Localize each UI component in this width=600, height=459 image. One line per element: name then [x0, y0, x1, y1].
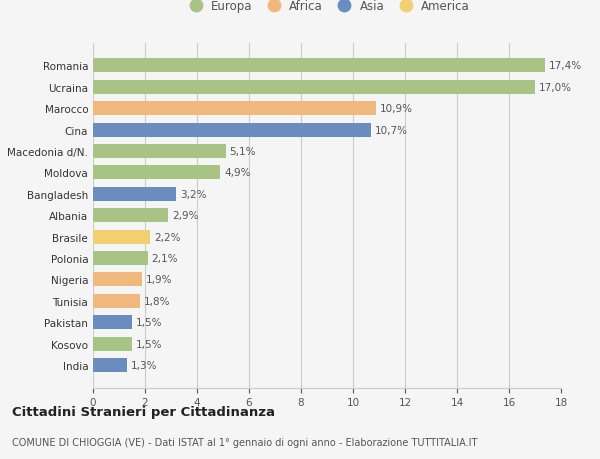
- Bar: [93, 358, 127, 372]
- Text: 2,2%: 2,2%: [154, 232, 181, 242]
- Bar: [93, 337, 132, 351]
- Text: 10,7%: 10,7%: [375, 125, 408, 135]
- Text: 10,9%: 10,9%: [380, 104, 413, 114]
- Text: 17,0%: 17,0%: [539, 83, 572, 93]
- Text: 2,9%: 2,9%: [172, 211, 199, 221]
- Text: 2,1%: 2,1%: [151, 253, 178, 263]
- Bar: [93, 209, 169, 223]
- Text: 1,3%: 1,3%: [131, 360, 157, 370]
- Text: 1,5%: 1,5%: [136, 339, 163, 349]
- Bar: [93, 81, 535, 95]
- Bar: [93, 294, 140, 308]
- Text: 5,1%: 5,1%: [229, 147, 256, 157]
- Bar: [93, 123, 371, 137]
- Bar: [93, 252, 148, 265]
- Text: Cittadini Stranieri per Cittadinanza: Cittadini Stranieri per Cittadinanza: [12, 405, 275, 419]
- Bar: [93, 230, 150, 244]
- Text: COMUNE DI CHIOGGIA (VE) - Dati ISTAT al 1° gennaio di ogni anno - Elaborazione T: COMUNE DI CHIOGGIA (VE) - Dati ISTAT al …: [12, 437, 478, 447]
- Text: 17,4%: 17,4%: [550, 61, 583, 71]
- Text: 4,9%: 4,9%: [224, 168, 251, 178]
- Bar: [93, 102, 376, 116]
- Bar: [93, 145, 226, 159]
- Bar: [93, 316, 132, 330]
- Text: 1,8%: 1,8%: [144, 296, 170, 306]
- Bar: [93, 273, 142, 287]
- Bar: [93, 166, 220, 180]
- Text: 3,2%: 3,2%: [180, 190, 206, 199]
- Text: 1,9%: 1,9%: [146, 275, 173, 285]
- Text: 1,5%: 1,5%: [136, 318, 163, 328]
- Bar: [93, 187, 176, 202]
- Legend: Europa, Africa, Asia, America: Europa, Africa, Asia, America: [182, 0, 472, 16]
- Bar: [93, 59, 545, 73]
